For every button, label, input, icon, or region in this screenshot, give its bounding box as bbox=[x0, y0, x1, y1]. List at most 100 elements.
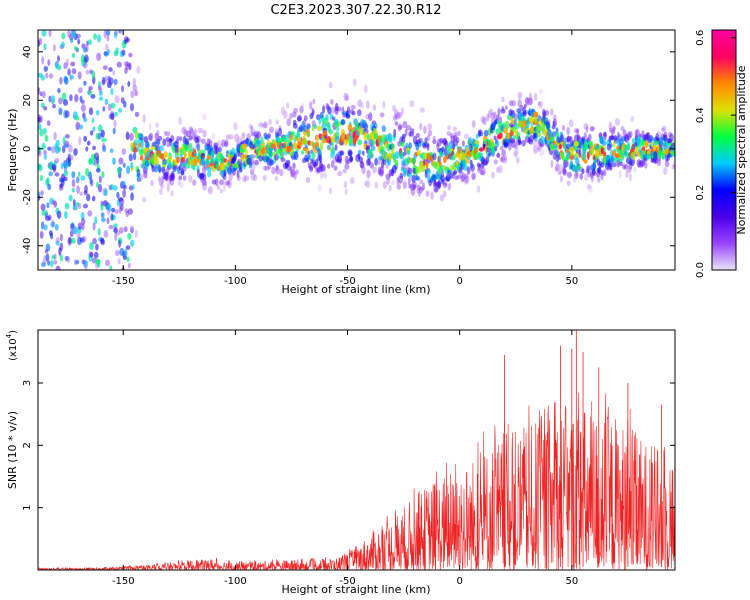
heatmap-cell bbox=[82, 47, 88, 53]
heatmap-cell bbox=[627, 131, 631, 141]
heatmap-cell bbox=[338, 121, 342, 126]
heatmap-cell bbox=[326, 104, 330, 111]
heatmap-cell bbox=[47, 59, 51, 66]
heatmap-cell bbox=[241, 176, 246, 183]
heatmap-cell bbox=[64, 143, 69, 148]
heatmap-cell bbox=[100, 237, 105, 245]
heatmap-cell bbox=[357, 109, 362, 117]
heatmap-cell bbox=[67, 159, 72, 167]
heatmap-cell bbox=[132, 126, 138, 134]
heatmap-cell bbox=[58, 107, 63, 116]
heatmap-cell bbox=[453, 139, 459, 147]
heatmap-cell bbox=[408, 184, 413, 189]
heatmap-cell bbox=[195, 143, 199, 149]
heatmap-cell bbox=[224, 181, 228, 186]
heatmap-cell bbox=[495, 128, 499, 135]
heatmap-cell bbox=[262, 122, 268, 129]
heatmap-cell bbox=[77, 222, 83, 230]
heatmap-cell bbox=[41, 142, 46, 150]
heatmap-cell bbox=[368, 112, 373, 122]
heatmap-cell bbox=[87, 89, 91, 95]
x-tick-label: -50 bbox=[339, 576, 355, 587]
heatmap-cell bbox=[467, 137, 473, 146]
heatmap-cell bbox=[144, 140, 150, 149]
heatmap-cell bbox=[318, 133, 322, 139]
heatmap-cell bbox=[624, 134, 630, 143]
heatmap-cell bbox=[72, 32, 76, 38]
heatmap-cell bbox=[43, 43, 47, 51]
heatmap-cell bbox=[653, 151, 658, 159]
heatmap-cell bbox=[56, 210, 62, 219]
heatmap-cell bbox=[508, 142, 512, 151]
heatmap-cell bbox=[583, 132, 587, 139]
heatmap-cell bbox=[388, 184, 392, 192]
heatmap-cell bbox=[672, 160, 675, 170]
snr-y-ticks: 1 2 3 bbox=[22, 380, 675, 511]
heatmap-cell bbox=[97, 132, 102, 140]
heatmap-cell bbox=[213, 157, 219, 165]
heatmap-cell bbox=[43, 65, 48, 72]
heatmap-cell bbox=[608, 142, 613, 149]
heatmap-cell bbox=[111, 112, 115, 120]
heatmap-cell bbox=[441, 146, 445, 153]
heatmap-cell bbox=[287, 159, 291, 167]
heatmap-cell bbox=[612, 125, 616, 133]
heatmap-cell bbox=[278, 127, 282, 137]
heatmap-cell bbox=[566, 180, 571, 187]
heatmap-cell bbox=[56, 64, 62, 71]
heatmap-cell bbox=[393, 109, 399, 118]
heatmap-cell bbox=[57, 55, 60, 62]
heatmap-cell bbox=[156, 158, 159, 166]
heatmap-cell bbox=[320, 171, 324, 179]
heatmap-cell bbox=[553, 144, 558, 149]
heatmap-cell bbox=[55, 237, 60, 244]
heatmap-cell bbox=[117, 108, 123, 113]
heatmap-cell bbox=[398, 111, 403, 119]
heatmap-cell bbox=[50, 221, 56, 228]
heatmap-cell bbox=[515, 156, 520, 164]
heatmap-cell bbox=[422, 159, 426, 167]
heatmap-cell bbox=[477, 130, 482, 137]
heatmap-cell bbox=[527, 97, 533, 106]
heatmap-cell bbox=[48, 171, 53, 177]
heatmap-cell bbox=[551, 124, 556, 130]
heatmap-cell bbox=[184, 144, 189, 153]
heatmap-cell bbox=[501, 149, 506, 156]
heatmap-cell bbox=[550, 108, 554, 116]
heatmap-cell bbox=[159, 145, 164, 152]
heatmap-cell bbox=[503, 158, 508, 164]
heatmap-peak bbox=[573, 140, 579, 147]
heatmap-cell bbox=[561, 151, 565, 157]
heatmap-cell bbox=[569, 145, 575, 155]
heatmap-cell bbox=[54, 172, 60, 177]
heatmap-cell bbox=[328, 128, 333, 135]
heatmap-cell bbox=[39, 230, 44, 239]
heatmap-cell bbox=[361, 119, 367, 129]
heatmap-cell bbox=[319, 142, 323, 151]
heatmap-cell bbox=[602, 132, 607, 138]
heatmap-cell bbox=[43, 154, 48, 160]
heatmap-cell bbox=[573, 128, 579, 133]
heatmap-cell bbox=[290, 131, 296, 136]
heatmap-cell bbox=[461, 140, 465, 147]
heatmap-cell bbox=[415, 174, 419, 181]
heatmap-cell bbox=[626, 142, 631, 151]
heatmap-cell bbox=[87, 210, 93, 217]
heatmap-cell bbox=[39, 115, 43, 123]
heatmap-cell bbox=[156, 139, 161, 146]
heatmap-cell bbox=[107, 48, 110, 55]
heatmap-cell bbox=[656, 130, 662, 138]
heatmap-cell bbox=[480, 167, 486, 176]
heatmap-cell bbox=[512, 113, 516, 119]
heatmap-cell bbox=[459, 170, 464, 177]
heatmap-cell bbox=[238, 167, 243, 173]
y-tick-label: 1 bbox=[22, 504, 33, 510]
heatmap-cell bbox=[268, 118, 272, 126]
heatmap-cell bbox=[72, 199, 76, 207]
heatmap-cell bbox=[399, 141, 405, 147]
x-tick-label: 0 bbox=[456, 576, 462, 587]
heatmap-cell bbox=[496, 114, 499, 120]
heatmap-cell bbox=[47, 183, 52, 191]
heatmap-cell bbox=[113, 223, 118, 228]
heatmap-cell bbox=[101, 76, 106, 85]
